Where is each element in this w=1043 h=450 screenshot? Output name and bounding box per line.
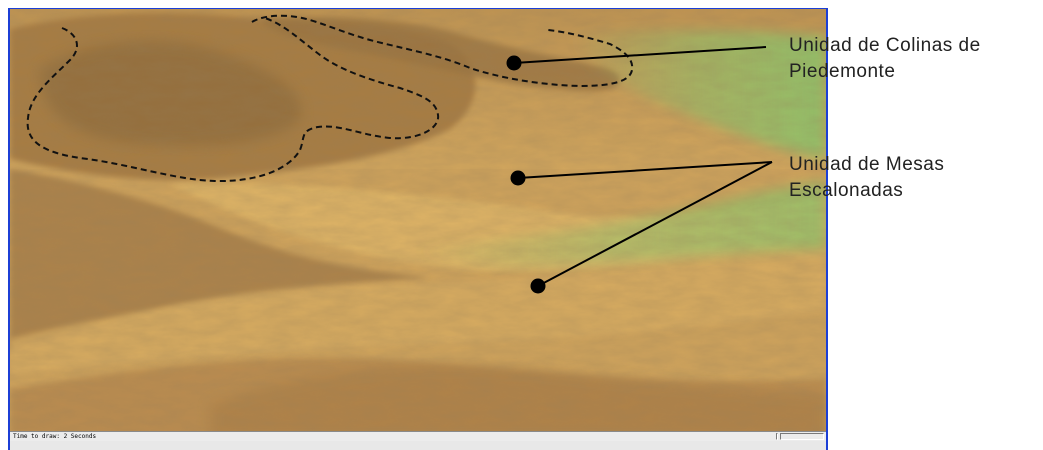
leader-line-colinas <box>513 46 767 64</box>
terrain-view[interactable]: Time to draw: 2 Seconds <box>10 9 826 441</box>
marker-mesas-1 <box>510 170 526 186</box>
status-bar: Time to draw: 2 Seconds <box>10 431 826 441</box>
status-pane-divider <box>776 433 778 440</box>
status-pane <box>780 433 824 440</box>
label-piedmont-hills-unit: Unidad de Colinas de Piedemonte <box>789 35 981 82</box>
shaded-relief-image <box>10 9 826 441</box>
status-text: Time to draw: 2 Seconds <box>13 433 97 440</box>
marker-colinas <box>506 55 522 71</box>
label-stepped-mesas-unit: Unidad de Mesas Escalonadas <box>789 154 945 201</box>
relief-texture <box>10 9 826 441</box>
piedmont-hills-boundary-upper <box>251 14 634 88</box>
terrain-viewer-window: Time to draw: 2 Seconds <box>8 8 828 450</box>
leader-line-mesas-1 <box>517 161 773 179</box>
leader-line-mesas-2 <box>537 161 773 287</box>
piedmont-hills-boundary-left <box>26 17 440 183</box>
marker-mesas-2 <box>530 278 546 294</box>
